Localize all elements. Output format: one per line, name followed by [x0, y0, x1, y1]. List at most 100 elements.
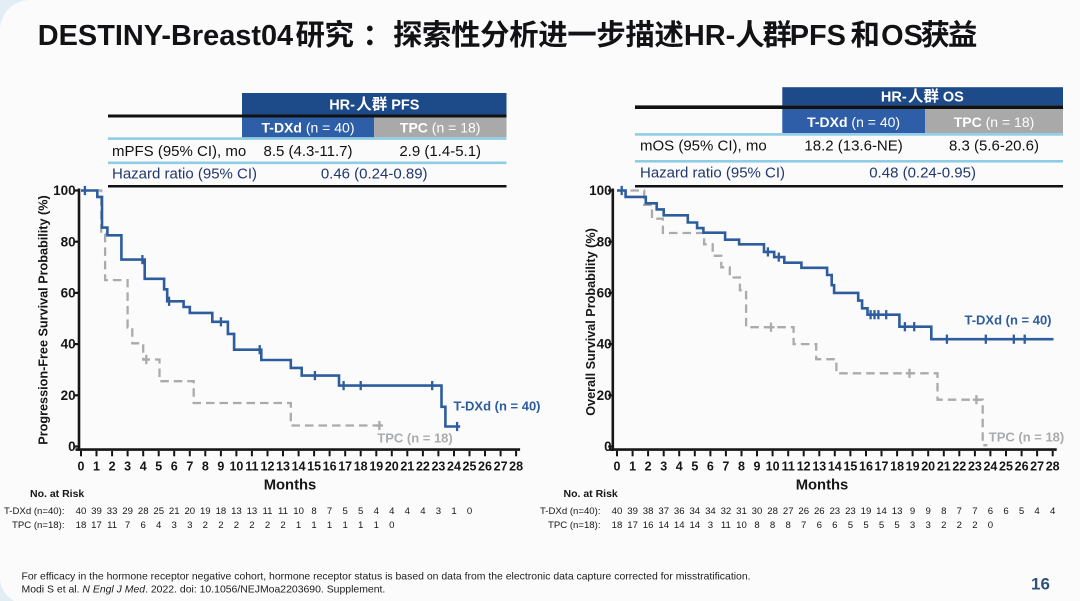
svg-text:3: 3	[172, 520, 177, 531]
svg-text:8.5 (4.3-11.7): 8.5 (4.3-11.7)	[264, 143, 353, 160]
svg-text:3: 3	[124, 460, 131, 474]
svg-text:No. at Risk: No. at Risk	[564, 488, 618, 500]
svg-text:40: 40	[76, 506, 87, 517]
svg-text:21: 21	[937, 460, 951, 474]
svg-text:24: 24	[983, 460, 997, 474]
svg-text:23: 23	[845, 506, 856, 517]
svg-text:HR-: HR-	[881, 90, 907, 106]
svg-text:27: 27	[494, 460, 508, 474]
svg-text:0.48 (0.24-0.95): 0.48 (0.24-0.95)	[869, 165, 976, 182]
svg-text:2: 2	[941, 520, 946, 531]
svg-text:15: 15	[307, 460, 321, 474]
svg-text:100: 100	[53, 183, 76, 198]
svg-text:11: 11	[245, 460, 258, 474]
svg-text:5: 5	[848, 520, 853, 531]
svg-text:3: 3	[187, 520, 192, 531]
svg-text:20: 20	[385, 460, 399, 474]
svg-text:PFS: PFS	[391, 98, 420, 114]
svg-text:24: 24	[447, 460, 461, 474]
svg-text:1: 1	[311, 520, 316, 531]
svg-text:17: 17	[627, 520, 638, 531]
svg-text:18: 18	[890, 460, 904, 474]
svg-text:3: 3	[436, 506, 441, 517]
svg-text:HR-: HR-	[684, 20, 735, 52]
svg-text:14: 14	[689, 520, 700, 531]
svg-text:8: 8	[770, 520, 775, 531]
svg-text:14: 14	[292, 460, 306, 474]
svg-text:21: 21	[400, 460, 414, 474]
svg-text:13: 13	[892, 506, 903, 517]
svg-text:HR-: HR-	[329, 98, 355, 114]
svg-text:5: 5	[358, 506, 363, 517]
svg-text:1: 1	[629, 460, 636, 474]
svg-text:18: 18	[612, 520, 623, 531]
svg-text:2: 2	[957, 520, 962, 531]
svg-text:11: 11	[263, 506, 273, 517]
svg-text:Hazard ratio (95% CI): Hazard ratio (95% CI)	[112, 166, 257, 183]
svg-text:For efficacy in the hormone re: For efficacy in the hormone receptor neg…	[22, 571, 751, 582]
svg-text:40: 40	[597, 337, 612, 352]
svg-text:16: 16	[1031, 575, 1050, 594]
svg-text:TPC (n=18):: TPC (n=18):	[548, 520, 601, 531]
svg-text:6: 6	[707, 460, 714, 474]
svg-text:13: 13	[247, 506, 258, 517]
svg-text:5: 5	[863, 520, 868, 531]
svg-text:5: 5	[879, 520, 884, 531]
svg-text:23: 23	[431, 460, 445, 474]
svg-text:8.3 (5.6-20.6): 8.3 (5.6-20.6)	[949, 138, 1039, 155]
svg-text:18.2 (13.6-NE): 18.2 (13.6-NE)	[804, 138, 902, 155]
svg-text:39: 39	[91, 506, 102, 517]
svg-text:80: 80	[61, 234, 76, 249]
svg-text:7: 7	[186, 460, 193, 474]
svg-text:TPC (n = 18): TPC (n = 18)	[954, 114, 1035, 130]
svg-text:27: 27	[783, 506, 794, 517]
svg-text:5: 5	[343, 506, 348, 517]
svg-text:100: 100	[589, 183, 612, 198]
svg-text:33: 33	[107, 506, 118, 517]
svg-text:3: 3	[926, 520, 931, 531]
svg-text:12: 12	[797, 460, 811, 474]
svg-text:7: 7	[722, 460, 729, 474]
svg-text:15: 15	[843, 460, 857, 474]
svg-text:1: 1	[327, 520, 332, 531]
svg-text:4: 4	[1050, 506, 1056, 517]
svg-text:5: 5	[1019, 506, 1024, 517]
svg-text:2: 2	[234, 520, 239, 531]
svg-text:28: 28	[767, 506, 778, 517]
svg-text:2: 2	[265, 520, 270, 531]
svg-text:25: 25	[463, 460, 477, 474]
svg-text:0: 0	[467, 506, 472, 517]
svg-text:2.9 (1.4-5.1): 2.9 (1.4-5.1)	[399, 143, 481, 160]
svg-text:3: 3	[910, 520, 915, 531]
svg-text:T-DXd (n = 40): T-DXd (n = 40)	[453, 399, 540, 414]
svg-text:10: 10	[293, 506, 304, 517]
svg-text:34: 34	[689, 506, 700, 517]
svg-text:14: 14	[828, 460, 842, 474]
svg-text:10: 10	[229, 460, 243, 474]
svg-text:8: 8	[941, 506, 946, 517]
svg-text:10: 10	[736, 520, 747, 531]
svg-text:7: 7	[327, 506, 332, 517]
svg-text:17: 17	[91, 520, 102, 531]
svg-text:2: 2	[249, 520, 254, 531]
svg-text:4: 4	[374, 506, 380, 517]
svg-text:TPC (n = 18): TPC (n = 18)	[989, 430, 1065, 445]
svg-text:Progression-Free Survival Prob: Progression-Free Survival Probability (%…	[37, 195, 51, 444]
svg-text:31: 31	[736, 506, 747, 517]
svg-text:12: 12	[261, 460, 275, 474]
svg-text:26: 26	[478, 460, 492, 474]
svg-text:4: 4	[140, 460, 147, 474]
svg-text:0: 0	[78, 460, 85, 474]
svg-text:0: 0	[68, 439, 76, 454]
svg-text:11: 11	[278, 506, 288, 517]
svg-text:28: 28	[1046, 460, 1060, 474]
svg-text:6: 6	[817, 520, 822, 531]
svg-text:T-DXd (n = 40): T-DXd (n = 40)	[964, 313, 1051, 328]
svg-text:13: 13	[812, 460, 826, 474]
svg-text:26: 26	[798, 506, 809, 517]
svg-text:18: 18	[76, 520, 87, 531]
svg-text:22: 22	[416, 460, 430, 474]
svg-text:6: 6	[141, 520, 146, 531]
svg-text:0.46 (0.24-0.89): 0.46 (0.24-0.89)	[321, 166, 428, 183]
svg-text:1: 1	[343, 520, 348, 531]
